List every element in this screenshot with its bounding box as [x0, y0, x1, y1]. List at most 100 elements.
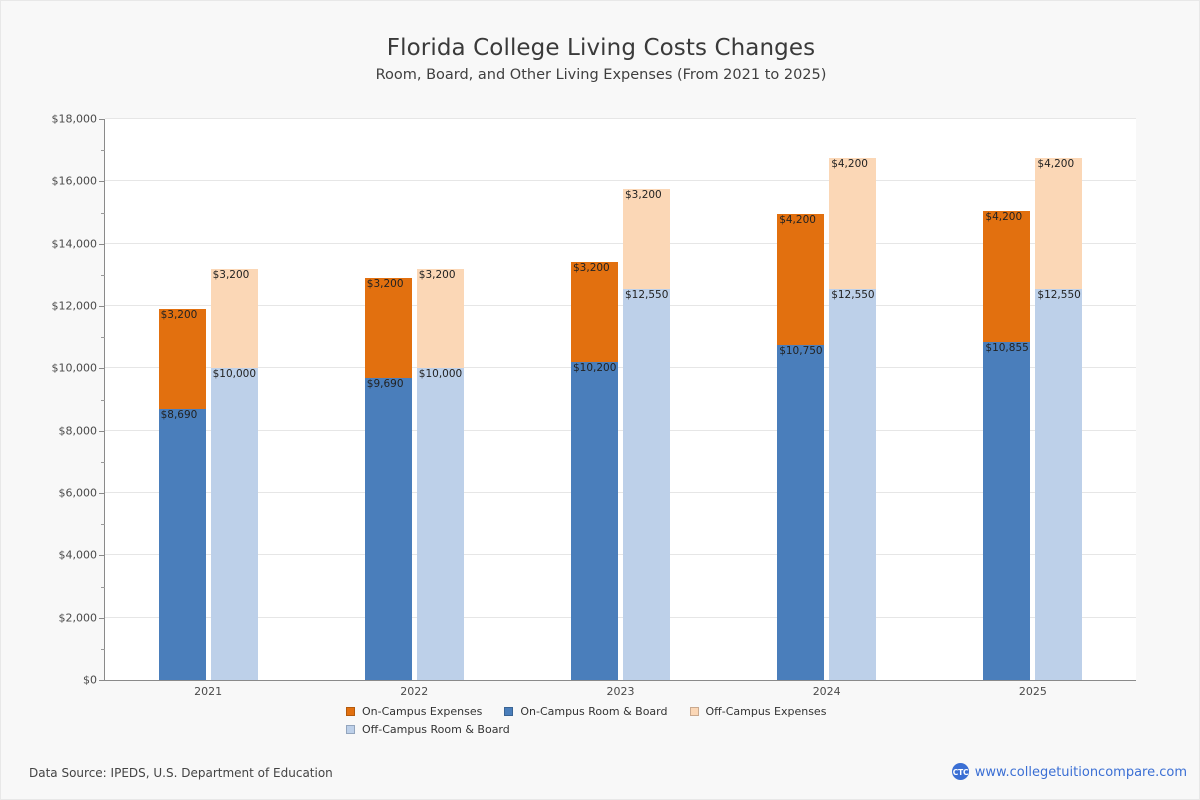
legend-item[interactable]: On-Campus Expenses — [346, 703, 482, 721]
bar-segment-room-board[interactable]: $10,000 — [416, 368, 464, 680]
bar-value-label: $10,000 — [212, 368, 257, 381]
x-axis-tick-label-2021: 2021 — [194, 685, 223, 698]
chart-subtitle: Room, Board, and Other Living Expenses (… — [375, 67, 827, 83]
bar-segment-expenses[interactable]: $4,200 — [1035, 157, 1083, 289]
y-axis-tick — [99, 306, 105, 307]
bar-value-label: $9,690 — [366, 378, 404, 390]
brand-link[interactable]: CTC www.collegetuitioncompare.com — [951, 763, 1187, 781]
y-axis-minor-tick — [101, 337, 105, 339]
bar-value-label: $10,200 — [573, 362, 617, 375]
bar-segment-room-board[interactable]: $10,000 — [210, 368, 258, 680]
chart-legend: On-Campus Expenses On-Campus Room & Board… — [346, 703, 906, 739]
bar-value-label: $3,200 — [573, 262, 610, 275]
bar-segment-expenses[interactable]: $3,200 — [364, 278, 412, 378]
y-axis-minor-tick — [101, 212, 105, 214]
gridline — [105, 492, 1136, 493]
y-axis-tick-label: $14,000 — [51, 237, 98, 251]
y-axis-tick — [99, 243, 105, 245]
x-axis-tick-label-2025: 2025 — [1018, 685, 1047, 698]
bar-value-label: $12,550 — [831, 288, 875, 301]
bar-value-label: $3,200 — [160, 309, 198, 322]
bar-value-label: $3,200 — [366, 278, 404, 291]
bar-value-label: $4,200 — [1037, 157, 1075, 170]
x-axis-tick-label-2022: 2022 — [400, 685, 429, 698]
legend-row-1: On-Campus Expenses On-Campus Room & Board… — [346, 703, 906, 721]
bar-value-label: $4,200 — [985, 210, 1023, 223]
legend-label: Off-Campus Expenses — [705, 705, 827, 718]
legend-label: Off-Campus Room & Board — [362, 723, 510, 736]
legend-swatch-icon — [346, 706, 355, 716]
bar-value-label: $12,550 — [1037, 288, 1081, 301]
y-axis-tick — [99, 181, 105, 183]
gridline — [105, 305, 1136, 306]
y-axis-tick-label: $8,000 — [58, 424, 98, 438]
bar-segment-expenses[interactable]: $4,200 — [983, 210, 1031, 342]
x-axis-line — [104, 680, 1136, 681]
bar-value-label: $12,550 — [625, 288, 669, 301]
bar-segment-expenses[interactable]: $3,200 — [210, 268, 258, 369]
bar-segment-expenses[interactable]: $3,200 — [623, 189, 670, 289]
bar-segment-room-board[interactable]: $12,550 — [623, 288, 670, 680]
x-axis-tick-label-2024: 2024 — [812, 685, 841, 698]
y-axis-tick-label: $16,000 — [51, 174, 98, 188]
bar-value-label: $3,200 — [212, 268, 250, 281]
plot-area: $8,690 $3,200 $10,000 $3,200 $9,690 $3,200 $10… — [105, 118, 1136, 680]
x-axis-tick-label-2023: 2023 — [606, 685, 635, 698]
bar-segment-expenses[interactable]: $3,200 — [571, 262, 618, 363]
bar-value-label: $4,200 — [779, 214, 816, 227]
bar-segment-room-board[interactable]: $10,750 — [777, 344, 825, 680]
gridline — [105, 242, 1136, 244]
y-axis-tick — [99, 368, 105, 370]
bar-segment-expenses[interactable]: $4,200 — [777, 214, 825, 345]
y-axis-tick-label: $12,000 — [51, 299, 98, 313]
gridline — [105, 554, 1136, 556]
legend-label: On-Campus Room & Board — [520, 705, 668, 718]
y-axis-tick-label: $18,000 — [51, 112, 98, 126]
y-axis-minor-tick — [101, 524, 105, 526]
bar-segment-room-board[interactable]: $10,200 — [571, 362, 618, 680]
data-source-note: Data Source: IPEDS, U.S. Department of E… — [29, 766, 333, 780]
bar-segment-expenses[interactable]: $4,200 — [829, 157, 877, 289]
y-axis-minor-tick — [101, 274, 105, 276]
gridline — [105, 367, 1136, 369]
bar-segment-room-board[interactable]: $10,855 — [983, 341, 1031, 680]
y-axis-tick-label: $4,000 — [58, 548, 98, 562]
bar-value-label: $4,200 — [831, 157, 868, 170]
y-axis-tick — [99, 430, 105, 432]
bar-segment-expenses[interactable]: $3,200 — [416, 268, 464, 369]
y-axis-tick-label: $0 — [83, 673, 97, 687]
ctc-logo-icon: CTC — [951, 763, 969, 780]
bar-segment-room-board[interactable]: $9,690 — [364, 378, 412, 680]
legend-item[interactable]: Off-Campus Expenses — [689, 703, 827, 721]
bar-value-label: $3,200 — [418, 268, 456, 281]
y-axis-tick — [99, 119, 105, 120]
y-axis-tick-label: $10,000 — [51, 361, 98, 375]
bar-value-label: $10,000 — [418, 368, 463, 381]
y-axis-minor-tick — [101, 586, 105, 588]
y-axis-tick — [99, 555, 105, 557]
bar-value-label: $8,690 — [160, 409, 198, 422]
bar-segment-room-board[interactable]: $12,550 — [1035, 288, 1083, 680]
gridline — [105, 616, 1136, 618]
bar-value-label: $3,200 — [625, 189, 662, 202]
bar-value-label: $10,855 — [985, 341, 1029, 354]
y-axis-tick — [99, 493, 105, 494]
gridline — [105, 429, 1136, 431]
y-axis-tick — [99, 617, 105, 619]
y-axis-minor-tick — [101, 648, 105, 650]
y-axis-minor-tick — [101, 399, 105, 401]
legend-item[interactable]: Off-Campus Room & Board — [346, 721, 510, 739]
legend-swatch-icon — [504, 706, 514, 716]
gridline — [105, 118, 1136, 119]
bar-segment-expenses[interactable]: $3,200 — [158, 309, 206, 410]
page-title: Florida College Living Costs Changes — [386, 35, 816, 61]
legend-swatch-icon — [689, 706, 699, 716]
legend-row-2: Off-Campus Room & Board — [346, 721, 906, 739]
brand-url-label: www.collegetuitioncompare.com — [974, 765, 1187, 780]
y-axis-minor-tick — [101, 150, 105, 152]
legend-item[interactable]: On-Campus Room & Board — [504, 703, 668, 721]
bar-segment-room-board[interactable]: $8,690 — [158, 409, 206, 680]
y-axis-tick-label: $2,000 — [58, 611, 98, 625]
bar-segment-room-board[interactable]: $12,550 — [829, 288, 877, 680]
y-axis-tick-label: $6,000 — [58, 486, 98, 500]
